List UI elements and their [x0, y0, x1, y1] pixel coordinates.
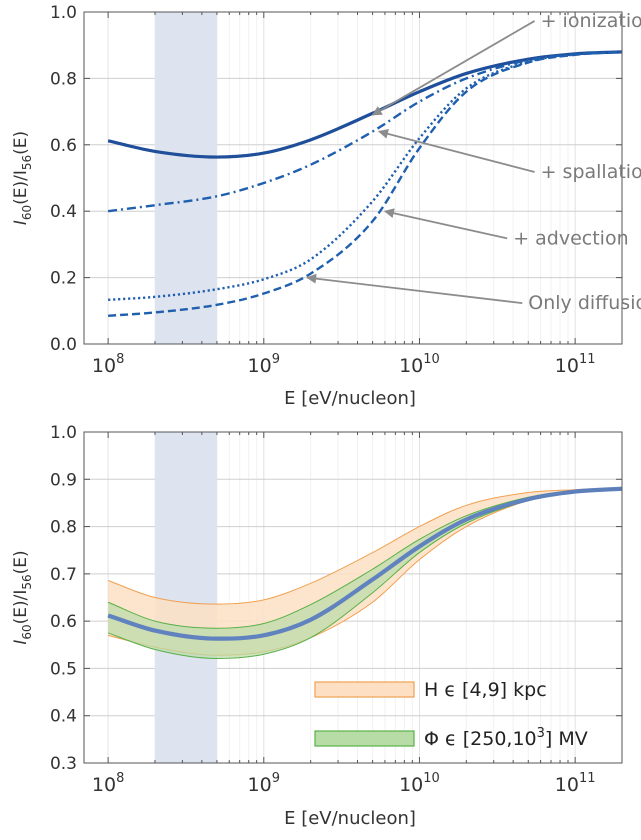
annotation-label: Only diffusion	[528, 292, 641, 314]
legend-swatch	[314, 681, 415, 698]
y-tick-label: 0.3	[50, 754, 77, 774]
panel-top: 108 109 1010 1011 0.0 0.2 0.4 0.6 0.8 1.0 E [eV/nu…	[11, 3, 641, 409]
highlight-band	[154, 12, 217, 344]
panel-bottom: 108 109 1010 1011 0.3 0.4 0.5 0.6 0.7 0.8 0.9 1.0 E …	[11, 423, 623, 829]
annotation-arrow	[306, 273, 523, 305]
x-axis-label: E [eV/nucleon]	[284, 808, 416, 829]
y-tick-label: 0.7	[50, 565, 77, 585]
y-tick-label: 0.0	[50, 335, 77, 355]
x-tick-label: 108	[92, 352, 124, 377]
annotation-label: + advection	[513, 227, 628, 249]
y-axis-label: I60(E)/I56(E)	[11, 550, 34, 644]
annotation-label: + ionization	[541, 10, 641, 32]
y-tick-label: 0.8	[50, 518, 77, 538]
x-tick-label: 1010	[399, 771, 440, 796]
legend-label: Φ ϵ [250,103] MV	[424, 726, 588, 750]
y-tick-label: 1.0	[50, 423, 77, 443]
y-tick-label: 0.6	[50, 612, 77, 632]
annotation-arrow	[378, 128, 535, 173]
annotation-label: + spallation	[541, 161, 641, 183]
band-upper-edge	[107, 487, 622, 605]
x-tick-label: 1010	[399, 352, 440, 377]
y-tick-label: 0.4	[50, 707, 77, 727]
x-tick-label: 108	[92, 771, 124, 796]
legend-swatch	[314, 730, 415, 747]
x-tick-label: 1011	[555, 771, 596, 796]
x-tick-label: 109	[248, 352, 280, 377]
highlight-band	[154, 432, 217, 763]
central-curve	[107, 486, 622, 641]
plot-frame	[83, 11, 623, 345]
y-tick-label: 0.5	[50, 659, 77, 679]
y-axis-label: I60(E)/I56(E)	[11, 131, 34, 225]
y-tick-label: 0.8	[50, 69, 77, 89]
y-tick-label: 0.2	[50, 269, 77, 289]
y-tick-label: 0.9	[50, 470, 77, 490]
y-tick-label: 1.0	[50, 3, 77, 23]
band-area-h	[108, 488, 622, 656]
plot-area	[107, 486, 622, 660]
y-tick-label: 0.4	[50, 202, 77, 222]
series-line-only-diffusion	[108, 50, 622, 317]
annotation-arrow	[383, 208, 508, 240]
x-tick-label: 109	[248, 771, 280, 796]
x-axis-label: E [eV/nucleon]	[284, 388, 416, 409]
x-tick-label: 1011	[555, 352, 596, 377]
legend: H ϵ [4,9] kpc Φ ϵ [250,103] MV	[314, 679, 588, 750]
annotation-arrow	[371, 20, 536, 116]
plot-frame	[83, 431, 623, 764]
band-area-phi	[108, 488, 622, 659]
y-tick-label: 0.6	[50, 136, 77, 156]
legend-label: H ϵ [4,9] kpc	[424, 679, 547, 701]
